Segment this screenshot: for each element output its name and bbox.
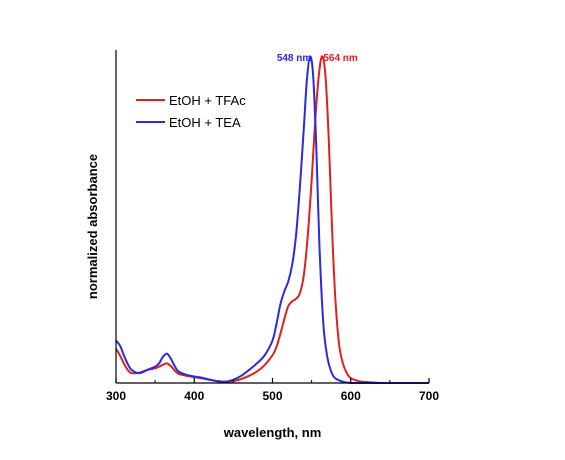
legend-label: EtOH + TFAc — [169, 93, 246, 108]
x-tick-label: 400 — [184, 389, 204, 403]
axes: 300 400 500 600 700 — [106, 50, 439, 403]
peak-label: 548 nm — [277, 53, 312, 64]
x-ticks: 300 400 500 600 700 — [106, 378, 439, 403]
y-axis-title: normalized absorbance — [85, 154, 100, 299]
peak-label: 564 nm — [323, 53, 358, 64]
x-tick-label: 700 — [419, 389, 439, 403]
plot-area — [115, 55, 429, 384]
x-axis-title: wavelength, nm — [223, 425, 322, 440]
x-tick-label: 500 — [262, 389, 282, 403]
series-line — [115, 55, 429, 384]
legend-item: EtOH + TFAc — [136, 93, 246, 108]
x-tick-label: 600 — [341, 389, 361, 403]
x-tick-label: 300 — [106, 389, 126, 403]
series-line — [115, 55, 429, 384]
legend-item: EtOH + TEA — [136, 115, 241, 130]
legend-label: EtOH + TEA — [169, 115, 241, 130]
legend: EtOH + TFAc EtOH + TEA — [136, 93, 246, 130]
